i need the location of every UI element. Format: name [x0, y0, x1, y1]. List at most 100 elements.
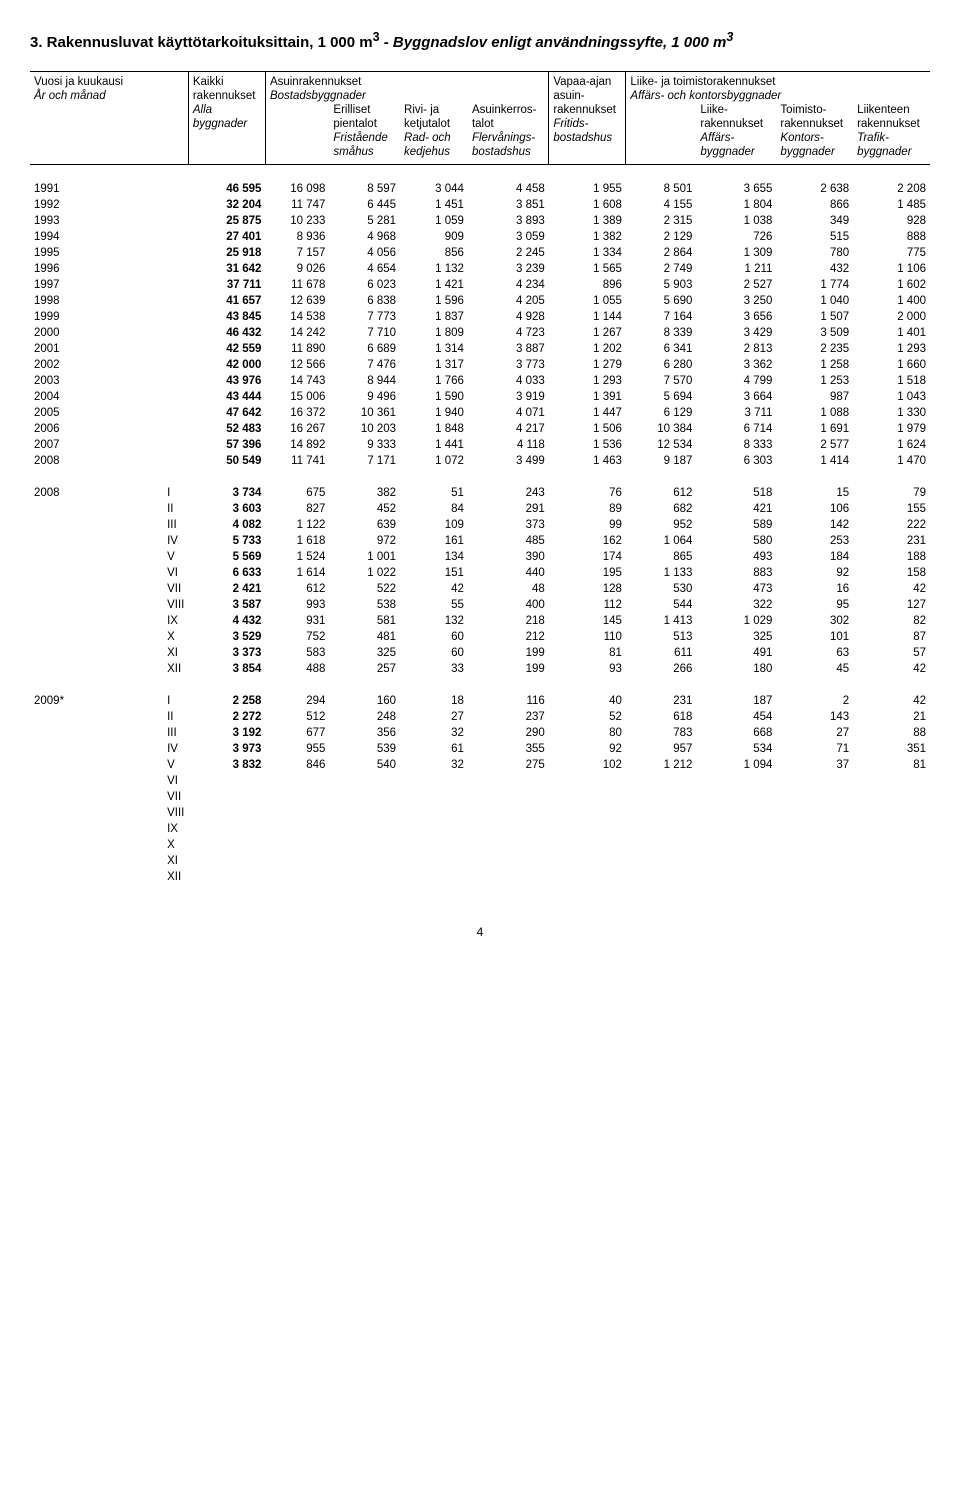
value-cell: 6 129	[626, 405, 697, 421]
value-cell: 1 293	[853, 341, 930, 357]
value-cell	[776, 869, 853, 885]
value-cell: 302	[776, 613, 853, 629]
value-cell: 15	[776, 485, 853, 501]
page-number: 4	[30, 925, 930, 939]
value-cell: 180	[696, 661, 776, 677]
period-cell: VIII	[127, 805, 188, 821]
period-cell: XI	[127, 645, 188, 661]
h-r2c3: Bostadsbyggnader	[265, 89, 548, 103]
value-cell: 2 421	[188, 581, 265, 597]
value-cell: 4 432	[188, 613, 265, 629]
value-cell: 3 373	[188, 645, 265, 661]
value-cell: 3 603	[188, 501, 265, 517]
value-cell: 199	[468, 645, 549, 661]
value-cell: 668	[696, 725, 776, 741]
value-cell: 9 187	[626, 453, 697, 469]
table-row: II3 6038274528429189682421106155	[30, 501, 930, 517]
value-cell: 231	[853, 533, 930, 549]
value-cell	[400, 821, 468, 837]
table-row: 2008I3 73467538251243766125181579	[30, 485, 930, 501]
value-cell: 5 694	[626, 389, 697, 405]
value-cell: 10 384	[626, 421, 697, 437]
year-cell	[30, 725, 127, 741]
value-cell: 4 155	[626, 197, 697, 213]
value-cell: 1 614	[265, 565, 329, 581]
h-r3c11: Liikenteen	[853, 103, 930, 117]
table-body: 199146 59516 0988 5973 0444 4581 9558 50…	[30, 165, 930, 886]
value-cell: 1 536	[549, 437, 626, 453]
value-cell: 32	[400, 725, 468, 741]
value-cell: 373	[468, 517, 549, 533]
value-cell: 1 506	[549, 421, 626, 437]
value-cell	[265, 853, 329, 869]
value-cell: 325	[329, 645, 400, 661]
value-cell: 1 293	[549, 373, 626, 389]
year-cell	[30, 565, 127, 581]
value-cell	[329, 853, 400, 869]
value-cell: 390	[468, 549, 549, 565]
value-cell: 6 838	[329, 293, 400, 309]
year-cell	[30, 517, 127, 533]
value-cell: 82	[853, 613, 930, 629]
value-cell: 2 208	[853, 181, 930, 197]
value-cell	[265, 869, 329, 885]
table-row: VII2 42161252242481285304731642	[30, 581, 930, 597]
value-cell: 1 029	[696, 613, 776, 629]
value-cell: 1 279	[549, 357, 626, 373]
value-cell: 540	[329, 757, 400, 773]
value-cell: 11 678	[265, 277, 329, 293]
year-cell: 2009*	[30, 693, 127, 709]
period-cell	[127, 181, 188, 197]
value-cell: 2 638	[776, 181, 853, 197]
value-cell: 3 919	[468, 389, 549, 405]
value-cell: 1 314	[400, 341, 468, 357]
value-cell: 1 267	[549, 325, 626, 341]
h-r1c2: Kaikki	[188, 72, 265, 90]
value-cell	[468, 821, 549, 837]
value-cell: 1 064	[626, 533, 697, 549]
value-cell: 775	[853, 245, 930, 261]
year-cell	[30, 773, 127, 789]
value-cell: 42	[853, 661, 930, 677]
value-cell: 1 132	[400, 261, 468, 277]
value-cell: 4 056	[329, 245, 400, 261]
value-cell: 294	[265, 693, 329, 709]
value-cell: 488	[265, 661, 329, 677]
value-cell: 55	[400, 597, 468, 613]
period-cell: I	[127, 485, 188, 501]
h-r4c11: rakennukset	[853, 117, 930, 131]
value-cell: 92	[776, 565, 853, 581]
value-cell: 231	[626, 693, 697, 709]
value-cell: 3 059	[468, 229, 549, 245]
value-cell: 9 496	[329, 389, 400, 405]
value-cell: 16 098	[265, 181, 329, 197]
value-cell	[549, 821, 626, 837]
value-cell: 99	[549, 517, 626, 533]
value-cell: 1 421	[400, 277, 468, 293]
value-cell: 3 711	[696, 405, 776, 421]
value-cell: 9 026	[265, 261, 329, 277]
value-cell: 5 569	[188, 549, 265, 565]
value-cell: 237	[468, 709, 549, 725]
value-cell: 290	[468, 725, 549, 741]
value-cell	[696, 869, 776, 885]
table-row: 199525 9187 1574 0568562 2451 3342 8641 …	[30, 245, 930, 261]
title-sep: -	[380, 34, 393, 51]
value-cell: 1 979	[853, 421, 930, 437]
value-cell: 27 401	[188, 229, 265, 245]
value-cell	[265, 773, 329, 789]
value-cell: 752	[265, 629, 329, 645]
value-cell	[400, 789, 468, 805]
h-r3c9: Liike-	[696, 103, 776, 117]
h-r5c6: Flervånings-	[468, 131, 549, 145]
value-cell: 1 212	[626, 757, 697, 773]
value-cell	[626, 821, 697, 837]
period-cell	[127, 389, 188, 405]
year-cell: 2000	[30, 325, 127, 341]
value-cell: 3 044	[400, 181, 468, 197]
value-cell: 93	[549, 661, 626, 677]
value-cell: 8 597	[329, 181, 400, 197]
value-cell: 87	[853, 629, 930, 645]
value-cell: 1 317	[400, 357, 468, 373]
value-cell	[400, 869, 468, 885]
